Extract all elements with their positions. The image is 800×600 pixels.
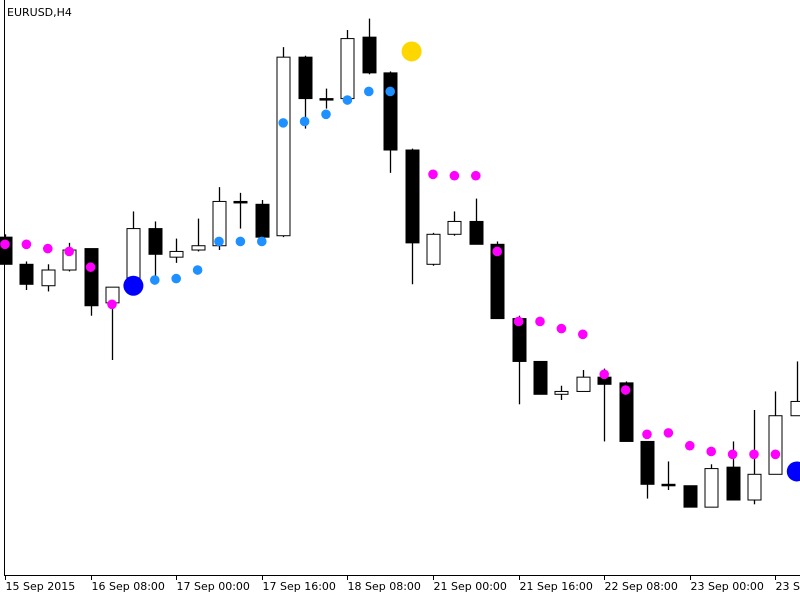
- signal-dot: [599, 369, 609, 380]
- signal-dot: [364, 86, 374, 97]
- signal-dot: [21, 239, 32, 250]
- candle-body: [19, 263, 34, 285]
- signal-dot: [428, 169, 438, 180]
- signal-dot: [471, 170, 481, 181]
- signal-dot: [385, 86, 396, 97]
- candle-body: [298, 56, 313, 100]
- candle-body: [726, 466, 741, 501]
- candle-body: [533, 360, 548, 395]
- signal-dot: [171, 273, 181, 284]
- candle-body: [169, 250, 184, 258]
- signal-dot: [342, 95, 353, 105]
- signal-dot: [150, 275, 160, 285]
- candle-body: [383, 72, 398, 151]
- signal-dot: [278, 118, 289, 128]
- x-tick-label: 21 Sep 00:00: [434, 580, 507, 593]
- candle-body: [405, 149, 420, 244]
- candle-body: [84, 248, 99, 307]
- candle-body: [683, 485, 698, 508]
- signal-dot: [513, 316, 524, 327]
- candle-body: [768, 415, 783, 475]
- x-tick-label: 22 Sep 08:00: [605, 580, 678, 593]
- candle-body: [41, 269, 56, 287]
- x-tick-label: 21 Sep 16:00: [520, 580, 593, 593]
- signal-dot: [85, 262, 96, 272]
- signal-dot: [123, 275, 144, 296]
- x-tick-label: 18 Sep 08:00: [348, 580, 421, 593]
- x-tick-label: 15 Sep 2015: [6, 580, 76, 593]
- candle-body: [191, 245, 206, 251]
- signal-dot: [786, 461, 800, 482]
- signal-dot: [578, 329, 588, 340]
- candle-body: [362, 36, 377, 74]
- candle-body: [319, 98, 334, 101]
- signal-dot: [214, 236, 224, 247]
- candle-body: [790, 400, 800, 417]
- candle-body: [704, 468, 719, 508]
- signal-dot: [43, 243, 53, 254]
- signal-dot: [727, 449, 738, 460]
- candle-body: [255, 203, 270, 238]
- x-tick-label: 17 Sep 00:00: [177, 580, 250, 593]
- signal-dot: [685, 440, 695, 451]
- x-tick-label: 23 Sep 00:00: [691, 580, 764, 593]
- signal-dot: [0, 239, 10, 250]
- signal-dot: [401, 41, 422, 62]
- signal-dot: [235, 236, 246, 247]
- signal-dot: [107, 299, 117, 310]
- x-tick-label: 23 Sep 16:00: [776, 580, 800, 593]
- candle-body: [640, 440, 655, 485]
- candle-body: [426, 233, 441, 265]
- candle-body: [148, 228, 163, 255]
- signal-dot: [749, 449, 759, 460]
- candle-body: [233, 200, 248, 204]
- candle-body: [447, 220, 462, 235]
- candle-body: [469, 220, 484, 245]
- candle-body: [490, 243, 505, 320]
- candle-body: [554, 390, 569, 395]
- signal-dot: [620, 385, 631, 395]
- signal-dot: [257, 236, 267, 247]
- signal-dot: [770, 449, 781, 460]
- x-tick-label: 17 Sep 16:00: [263, 580, 336, 593]
- x-tick-label: 16 Sep 08:00: [92, 580, 165, 593]
- candle-body: [747, 473, 762, 501]
- candle-body: [276, 56, 291, 237]
- signal-dot: [642, 429, 652, 440]
- signal-dot: [321, 109, 331, 120]
- chart-title: EURUSD,H4: [7, 6, 72, 19]
- signal-dot: [449, 170, 460, 181]
- candle-body: [619, 382, 634, 442]
- signal-dot: [492, 246, 503, 257]
- signal-dot: [663, 428, 674, 438]
- signal-dot: [556, 323, 567, 334]
- candle-body: [576, 376, 591, 392]
- signal-dot: [299, 116, 310, 127]
- signal-dot: [192, 265, 203, 275]
- candle-body: [340, 38, 355, 100]
- signal-dot: [535, 316, 545, 327]
- signal-dot: [64, 246, 74, 257]
- signal-dot: [706, 446, 716, 457]
- candle-body: [661, 483, 676, 487]
